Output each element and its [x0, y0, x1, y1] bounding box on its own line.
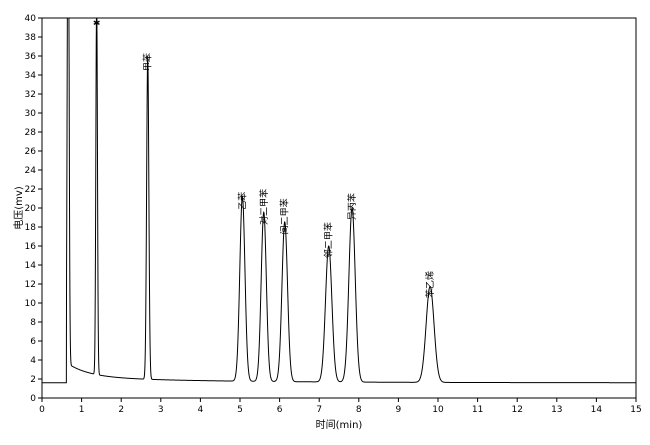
- y-tick-label: 28: [25, 128, 37, 138]
- x-tick-label: 9: [396, 405, 402, 415]
- x-tick-label: 4: [198, 405, 204, 415]
- y-tick-label: 16: [25, 242, 37, 252]
- x-tick-label: 5: [237, 405, 243, 415]
- y-tick-label: 0: [30, 394, 36, 404]
- y-tick-label: 8: [30, 318, 36, 328]
- trace-layer: [42, 17, 636, 384]
- x-tick-label: 1: [79, 405, 85, 415]
- y-tick-label: 30: [25, 109, 37, 119]
- y-tick-label: 36: [25, 52, 37, 62]
- x-tick-label: 2: [118, 405, 124, 415]
- y-tick-label: 40: [25, 14, 37, 24]
- peak-label: 苯乙烯: [424, 271, 436, 298]
- x-tick-label: 14: [591, 405, 603, 415]
- y-tick-label: 32: [25, 90, 36, 100]
- x-tick-label: 11: [472, 405, 483, 415]
- y-tick-label: 22: [25, 185, 36, 195]
- peak-label: 乙苯: [236, 192, 248, 210]
- peak-marker-star: ✱: [93, 19, 101, 29]
- x-tick-label: 13: [551, 405, 562, 415]
- x-tick-label: 7: [316, 405, 322, 415]
- peak-label: 异丙苯: [346, 193, 358, 220]
- plot-frame: [41, 17, 637, 399]
- y-tick-label: 20: [25, 204, 37, 214]
- x-tick-label: 15: [630, 405, 641, 415]
- y-tick-label: 24: [25, 166, 37, 176]
- peak-label: 甲苯: [142, 53, 154, 71]
- y-tick-label: 10: [25, 299, 37, 309]
- peak-label: 对二甲苯: [258, 189, 270, 225]
- x-tick-label: 10: [432, 405, 444, 415]
- y-tick-label: 14: [25, 261, 37, 271]
- x-tick-label: 8: [356, 405, 362, 415]
- peak-label: 邻二甲苯: [323, 222, 335, 258]
- y-tick-label: 38: [25, 33, 37, 43]
- series-line: [42, 17, 636, 384]
- y-tick-label: 2: [30, 375, 36, 385]
- x-tick-label: 6: [277, 405, 283, 415]
- axes: 0 1 2 3 4 5 6 7 8 9 10 11 12 13 14 15024681012141618202…: [25, 14, 642, 415]
- y-tick-label: 4: [30, 356, 36, 366]
- y-tick-label: 6: [30, 337, 36, 347]
- y-axis-title: 电压(mv): [12, 186, 25, 230]
- x-tick-label: 3: [158, 405, 164, 415]
- y-tick-label: 12: [25, 280, 36, 290]
- x-axis-title: 时间(min): [316, 418, 363, 431]
- y-tick-label: 26: [25, 147, 37, 157]
- x-tick-label: 0: [39, 405, 45, 415]
- peak-label: 间二甲苯: [279, 198, 291, 234]
- x-tick-label: 12: [511, 405, 522, 415]
- y-tick-label: 18: [25, 223, 37, 233]
- y-tick-label: 34: [25, 71, 37, 81]
